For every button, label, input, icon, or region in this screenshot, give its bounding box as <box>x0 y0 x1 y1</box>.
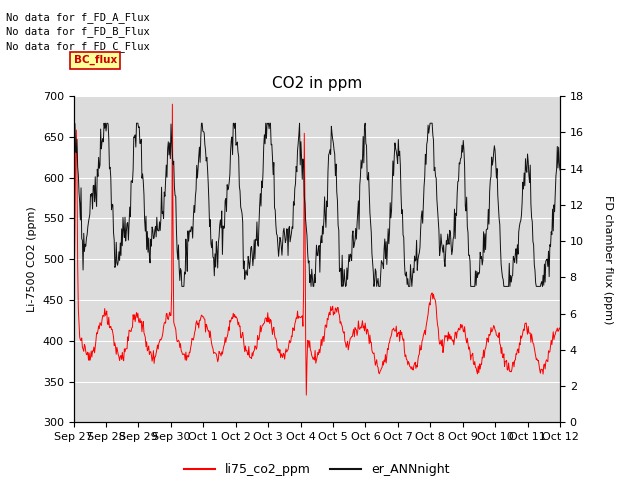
Y-axis label: Li-7500 CO2 (ppm): Li-7500 CO2 (ppm) <box>27 206 37 312</box>
Text: No data for f_FD_A_Flux: No data for f_FD_A_Flux <box>6 12 150 23</box>
Text: No data for f_FD_C_Flux: No data for f_FD_C_Flux <box>6 41 150 52</box>
Title: CO2 in ppm: CO2 in ppm <box>271 76 362 91</box>
Text: No data for f_FD_B_Flux: No data for f_FD_B_Flux <box>6 26 150 37</box>
Text: BC_flux: BC_flux <box>74 55 117 65</box>
Legend: li75_co2_ppm, er_ANNnight: li75_co2_ppm, er_ANNnight <box>179 458 454 480</box>
Y-axis label: FD chamber flux (ppm): FD chamber flux (ppm) <box>604 194 613 324</box>
